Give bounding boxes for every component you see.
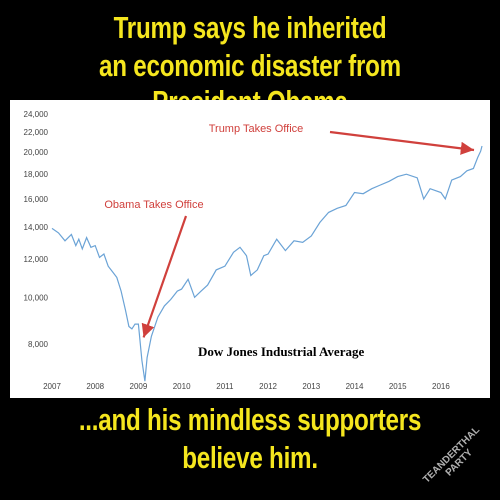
x-tick-label: 2015 (389, 382, 407, 391)
x-axis-ticks: 2007 2008 2009 2010 2011 2012 2013 2014 2015 2016 (43, 382, 450, 391)
annotation-arrow-trump (329, 130, 475, 155)
x-tick-label: 2016 (432, 382, 450, 391)
annotations: Trump Takes Office Obama Takes Office (104, 123, 475, 338)
x-tick-label: 2009 (130, 382, 148, 391)
x-tick-label: 2012 (259, 382, 277, 391)
y-tick-label: 22,000 (24, 128, 49, 137)
chart-title: Dow Jones Industrial Average (198, 344, 364, 359)
x-tick-label: 2011 (216, 382, 234, 391)
y-tick-label: 18,000 (24, 170, 49, 179)
caption-line-1: ...and his mindless supporters (78, 402, 422, 437)
y-tick-label: 20,000 (24, 148, 49, 157)
annotation-obama: Obama Takes Office (104, 199, 203, 211)
x-tick-label: 2007 (43, 382, 61, 391)
annotation-trump: Trump Takes Office (209, 123, 304, 135)
series-line-dow-jones (51, 145, 483, 382)
annotation-arrow-obama (141, 215, 188, 338)
y-tick-label: 24,000 (24, 110, 49, 119)
chart-panel: 24,000 22,000 20,000 18,000 16,000 14,000 12,0… (10, 100, 490, 398)
y-tick-label: 8,000 (28, 340, 49, 349)
y-tick-label: 14,000 (24, 223, 49, 232)
x-tick-label: 2010 (173, 382, 191, 391)
y-axis-ticks: 24,000 22,000 20,000 18,000 16,000 14,000 12,0… (24, 110, 49, 349)
y-tick-label: 16,000 (24, 195, 49, 204)
headline-line-1: Trump says he inherited (113, 10, 387, 45)
x-tick-label: 2014 (346, 382, 364, 391)
caption-line-2: believe him. (182, 440, 318, 475)
x-tick-label: 2008 (86, 382, 104, 391)
dow-jones-chart: 24,000 22,000 20,000 18,000 16,000 14,000 12,0… (24, 110, 483, 391)
x-tick-label: 2013 (302, 382, 320, 391)
y-tick-label: 10,000 (24, 293, 49, 302)
y-tick-label: 12,000 (24, 255, 49, 264)
